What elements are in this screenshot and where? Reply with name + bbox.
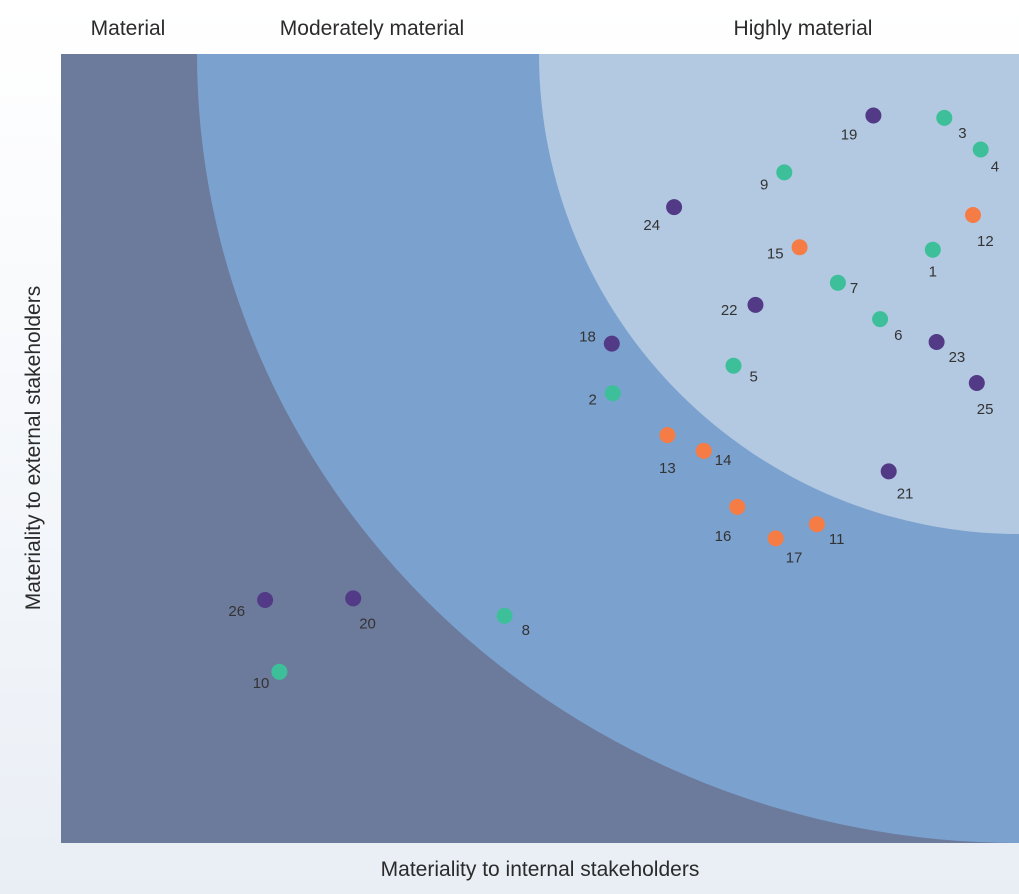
zone-highly-material	[539, 54, 1019, 534]
point-14	[695, 442, 712, 459]
zone-label-highly-material: Highly material	[734, 17, 873, 40]
point-label-16: 16	[715, 528, 732, 545]
point-label-15: 15	[767, 245, 784, 262]
point-label-26: 26	[228, 603, 245, 620]
point-label-24: 24	[643, 217, 660, 234]
point-label-9: 9	[760, 176, 768, 193]
point-1	[924, 241, 941, 258]
point-label-20: 20	[359, 615, 376, 632]
point-label-21: 21	[897, 485, 914, 502]
point-8	[496, 607, 513, 624]
zone-layer	[61, 54, 1019, 843]
point-11	[808, 516, 825, 533]
point-label-10: 10	[253, 675, 270, 692]
point-label-13: 13	[659, 460, 676, 477]
point-6	[872, 311, 889, 328]
zone-label-material: Material	[91, 17, 166, 40]
point-label-5: 5	[750, 369, 758, 386]
point-3	[936, 109, 953, 126]
x-axis-label: Materiality to internal stakeholders	[381, 858, 700, 881]
point-17	[767, 530, 784, 547]
point-10	[271, 663, 288, 680]
point-label-7: 7	[850, 280, 858, 297]
point-2	[604, 385, 621, 402]
point-label-17: 17	[786, 549, 803, 566]
point-label-6: 6	[894, 327, 902, 344]
point-label-19: 19	[841, 127, 858, 144]
point-15	[791, 239, 808, 256]
y-axis-label: Materiality to external stakeholders	[22, 286, 45, 611]
zone-label-moderately-material: Moderately material	[280, 17, 464, 40]
point-21	[880, 463, 897, 480]
point-12	[965, 207, 981, 223]
point-16	[729, 498, 746, 515]
point-20	[345, 590, 362, 607]
point-label-23: 23	[949, 349, 966, 366]
point-label-22: 22	[721, 302, 738, 319]
point-22	[747, 296, 764, 313]
point-label-12: 12	[977, 233, 994, 250]
point-label-14: 14	[715, 452, 732, 469]
point-26	[257, 592, 274, 608]
point-19	[865, 107, 882, 124]
point-13	[659, 427, 676, 444]
point-label-4: 4	[991, 159, 999, 176]
point-5	[725, 357, 742, 374]
point-label-18: 18	[579, 329, 596, 346]
point-18	[603, 335, 620, 352]
point-label-25: 25	[977, 401, 994, 418]
point-9	[776, 164, 793, 181]
point-23	[928, 334, 945, 350]
point-7	[829, 274, 846, 291]
point-label-3: 3	[958, 125, 966, 142]
point-label-2: 2	[588, 391, 596, 408]
point-4	[972, 141, 989, 158]
point-label-1: 1	[929, 264, 937, 281]
point-24	[666, 199, 683, 216]
point-label-11: 11	[829, 531, 845, 548]
point-25	[968, 375, 985, 391]
point-label-8: 8	[522, 622, 530, 639]
